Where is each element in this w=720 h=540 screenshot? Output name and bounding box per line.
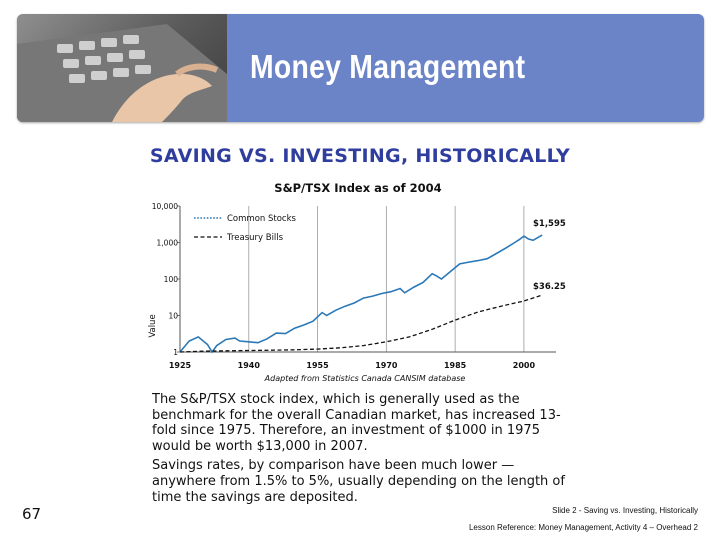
- y-tick-label: 10: [168, 312, 178, 321]
- body-paragraph: Savings rates, by comparison have been m…: [152, 458, 565, 505]
- footer: Slide 2 - Saving vs. Investing, Historic…: [469, 502, 698, 536]
- x-tick-label: 1970: [375, 361, 398, 370]
- calculator-image: [17, 24, 227, 122]
- calculator-hand-photo: [17, 14, 227, 122]
- legend-label-common-stocks: Common Stocks: [227, 214, 297, 224]
- end-label-common-stocks: $1,595: [533, 219, 566, 229]
- y-tick-label: 1: [173, 348, 178, 357]
- page-number: 67: [22, 505, 42, 523]
- x-tick-label: 1925: [169, 361, 192, 370]
- chart-source-note: Adapted from Statistics Canada CANSIM da…: [264, 374, 466, 383]
- series-line-common-stocks: [179, 234, 543, 354]
- x-tick-label: 1985: [444, 361, 467, 370]
- body-paragraph: The S&P/TSX stock index, which is genera…: [152, 392, 561, 454]
- footer-lesson-reference: Lesson Reference: Money Management, Acti…: [468, 523, 698, 532]
- slide-heading: SAVING VS. INVESTING, HISTORICALLY: [149, 145, 571, 167]
- header-banner: Money Management: [17, 14, 704, 122]
- banner-title: Money Management: [250, 48, 526, 85]
- y-tick-label: 100: [164, 275, 179, 284]
- footer-slide-reference: Slide 2 - Saving vs. Investing, Historic…: [552, 506, 698, 515]
- chart-legend: Common Stocks Treasury Bills: [194, 214, 297, 243]
- x-tick-label: 2000: [513, 361, 536, 370]
- y-tick-label: 10,000: [152, 202, 178, 211]
- chart-title: S&P/TSX Index as of 2004: [274, 181, 441, 195]
- x-tick-label: 1940: [238, 361, 261, 370]
- body-text: The S&P/TSX stock index, which is genera…: [152, 392, 572, 509]
- y-axis-label: Value: [148, 314, 158, 337]
- y-tick-label: 1,000: [157, 239, 179, 248]
- end-label-treasury-bills: $36.25: [533, 282, 566, 292]
- x-tick-label: 1955: [306, 361, 329, 370]
- legend-label-treasury-bills: Treasury Bills: [226, 233, 284, 243]
- series-line-treasury-bills: [179, 294, 543, 353]
